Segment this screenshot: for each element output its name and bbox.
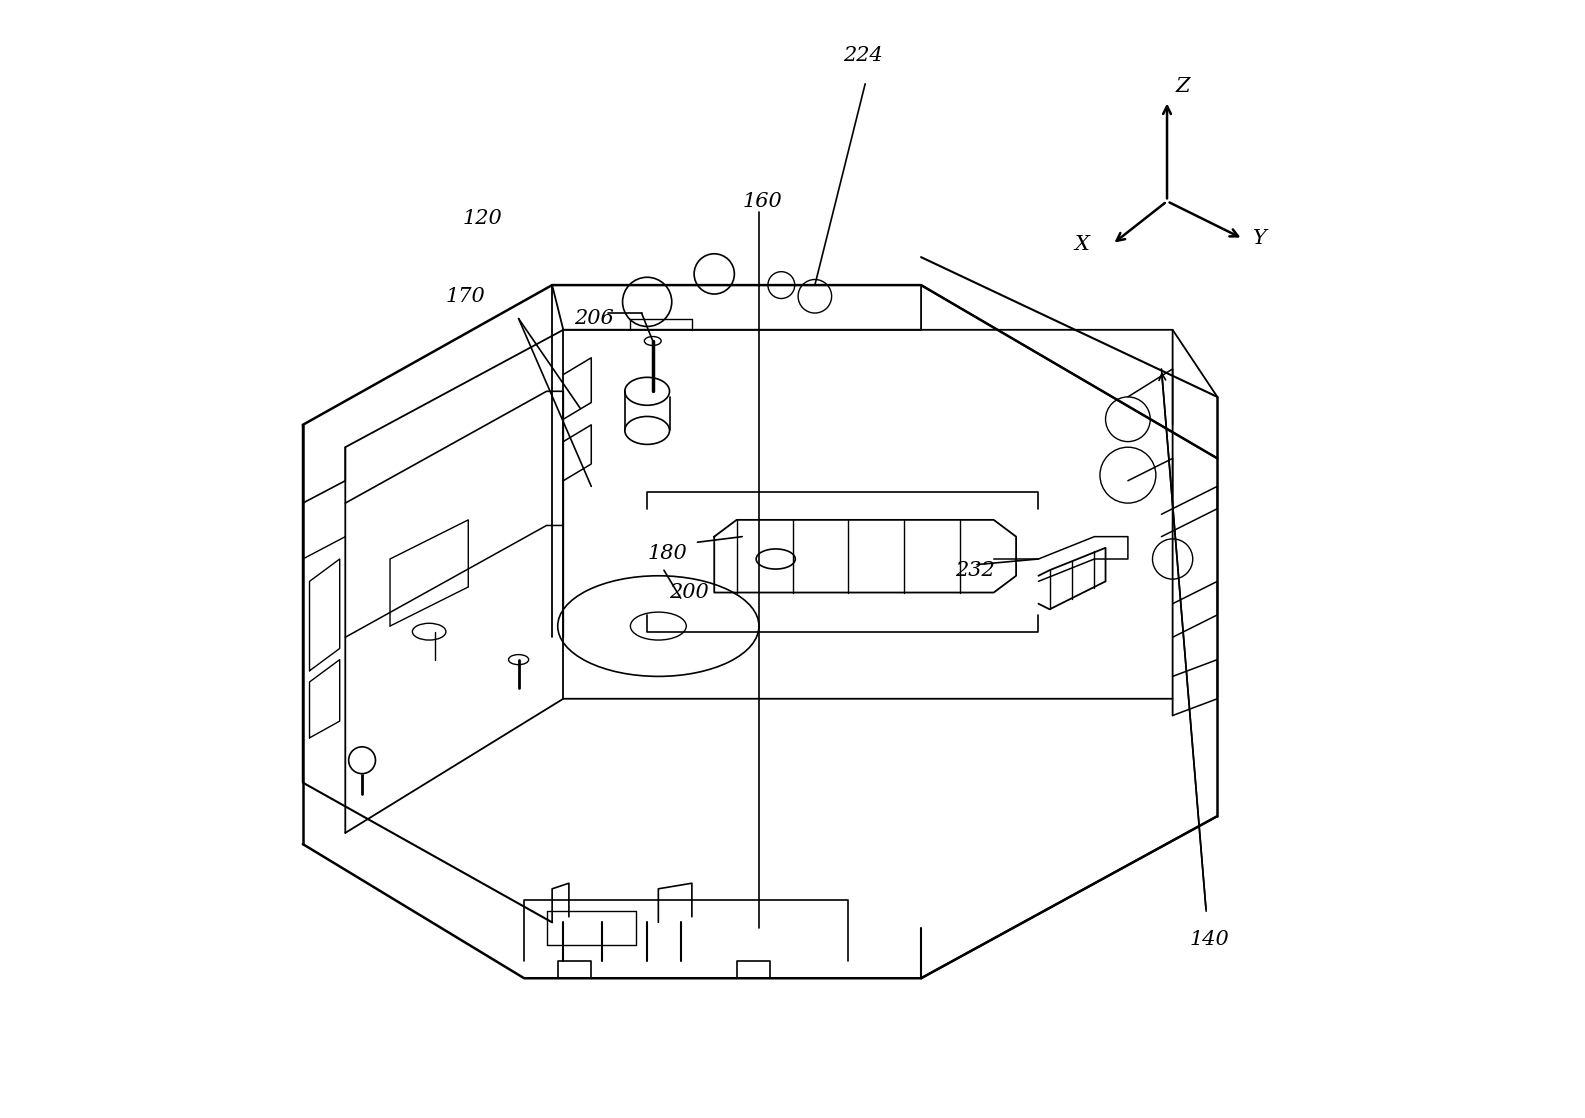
Text: Z: Z [1176,77,1190,96]
Text: 200: 200 [669,584,708,603]
Ellipse shape [645,337,661,345]
Text: 206: 206 [574,310,615,329]
Text: 120: 120 [463,209,502,228]
Ellipse shape [624,377,669,405]
Ellipse shape [509,655,529,664]
Text: 180: 180 [647,544,686,563]
Text: 170: 170 [445,287,485,306]
Text: 140: 140 [1189,930,1228,949]
Text: Y: Y [1254,229,1266,248]
Text: 160: 160 [742,192,781,211]
Text: X: X [1075,235,1089,254]
Text: 232: 232 [954,561,994,580]
Circle shape [349,747,376,774]
Text: 224: 224 [843,47,883,66]
